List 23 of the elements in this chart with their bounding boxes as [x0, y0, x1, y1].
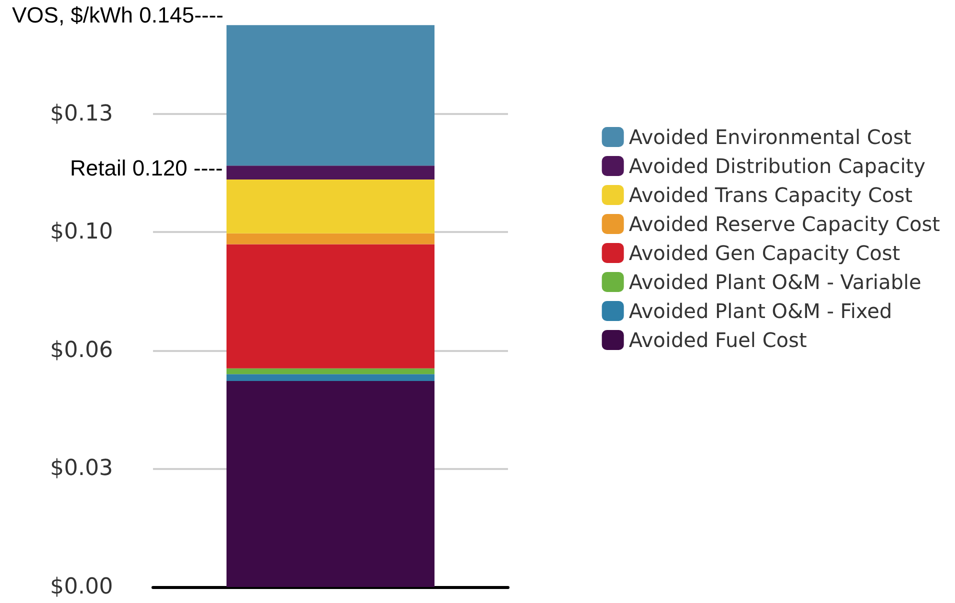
bar — [226, 374, 434, 382]
y-tick-label: $0.10 — [50, 220, 113, 245]
legend-label: Avoided Fuel Cost — [628, 328, 807, 352]
bar — [226, 381, 434, 587]
legend-label: Avoided Environmental Cost — [628, 125, 912, 149]
annotation: VOS, $/kWh 0.145---- — [12, 2, 224, 28]
y-tick-label: $0.00 — [50, 574, 113, 600]
bar — [226, 166, 434, 180]
bar — [226, 25, 434, 166]
legend-label: Avoided Trans Capacity Cost — [628, 183, 913, 207]
legend-label: Avoided Distribution Capacity — [628, 154, 926, 178]
bar — [226, 179, 434, 234]
legend-label: Avoided Plant O&M - Variable — [628, 270, 922, 294]
annotation: Retail 0.120 ---- — [70, 156, 223, 180]
y-tick-label: $0.03 — [50, 456, 113, 482]
bar — [226, 368, 434, 374]
bar — [226, 233, 434, 244]
legend-label: Avoided Plant O&M - Fixed — [628, 299, 892, 323]
legend-label: Avoided Gen Capacity Cost — [628, 241, 900, 265]
legend-label: Avoided Reserve Capacity Cost — [628, 212, 940, 236]
bar — [226, 244, 434, 368]
y-tick-label: $0.13 — [50, 101, 113, 126]
y-tick-label: $0.06 — [50, 338, 113, 363]
